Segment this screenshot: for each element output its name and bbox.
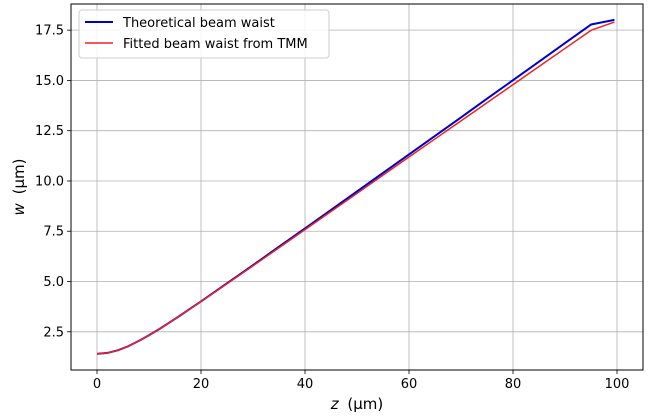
- y-tick-label: 15.0: [35, 74, 64, 89]
- x-tick-label: 0: [93, 377, 101, 392]
- x-axis-unit: (μm): [347, 395, 383, 413]
- series-line-fitted: [96, 21, 615, 355]
- y-tick-label: 7.5: [43, 225, 64, 240]
- ticks: 0 20 40 60 80 100 2.5 5.0 7.5 10.0 12.5 15.0 17.5: [35, 24, 629, 392]
- y-tick-label: 5.0: [43, 275, 64, 290]
- y-axis-var: w: [10, 202, 28, 215]
- y-axis-unit: (μm): [10, 159, 28, 195]
- y-axis-label: w (μm): [10, 159, 28, 216]
- series-lines: [96, 18, 615, 355]
- x-tick-label: 20: [193, 377, 210, 392]
- x-axis-label: z (μm): [330, 395, 384, 413]
- legend: Theoretical beam waist Fitted beam waist…: [78, 9, 330, 59]
- x-tick-label: 40: [297, 377, 314, 392]
- axes-frame: [70, 3, 644, 371]
- grid: [71, 4, 643, 370]
- x-tick-label: 80: [505, 377, 522, 392]
- legend-label-fitted: Fitted beam waist from TMM: [123, 37, 308, 52]
- x-tick-label: 60: [401, 377, 418, 392]
- y-tick-label: 2.5: [43, 325, 64, 340]
- legend-box: [78, 9, 330, 59]
- x-axis-var: z: [330, 395, 340, 413]
- series-line-theoretical: [96, 18, 615, 355]
- x-tick-label: 100: [605, 377, 630, 392]
- y-tick-label: 10.0: [35, 174, 64, 189]
- y-tick-label: 17.5: [35, 24, 64, 39]
- legend-label-theoretical: Theoretical beam waist: [122, 16, 275, 31]
- y-tick-label: 12.5: [35, 124, 64, 139]
